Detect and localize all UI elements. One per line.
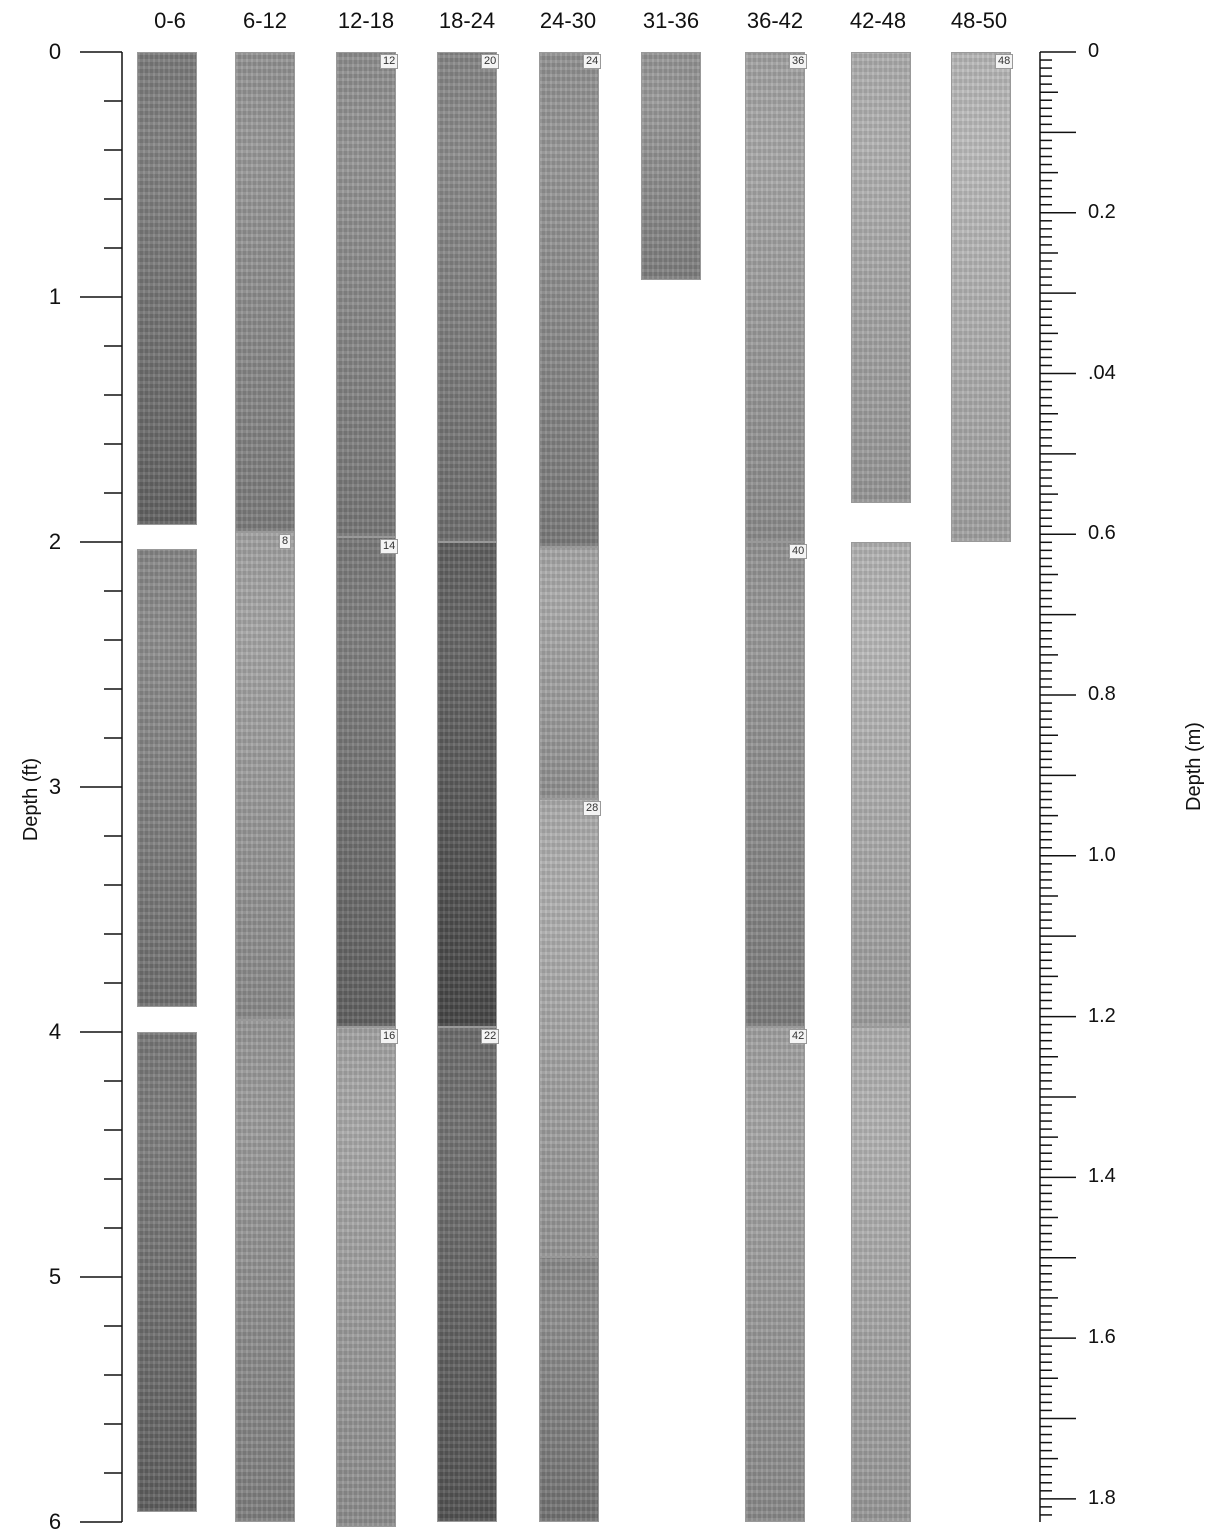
core-box-number: 40 xyxy=(789,544,808,559)
left-axis-tick-label: 6 xyxy=(48,1509,62,1534)
core-box-number: 8 xyxy=(279,534,292,550)
core-segment xyxy=(539,546,599,800)
column-label: 18-24 xyxy=(438,8,496,33)
column-label: 0-6 xyxy=(154,8,186,33)
core-segment xyxy=(437,1027,497,1522)
core-segment xyxy=(437,542,497,1028)
core-segment xyxy=(851,52,911,503)
left-axis-tick-label: 3 xyxy=(48,774,62,799)
core-box-number: 36 xyxy=(789,54,808,69)
column-label: 6-12 xyxy=(242,8,288,33)
core-box-number: 20 xyxy=(481,54,500,69)
right-axis-tick-label: 0.2 xyxy=(1088,200,1116,223)
core-segment xyxy=(235,1019,295,1522)
core-segment xyxy=(235,532,295,1020)
core-segment xyxy=(641,52,701,280)
core-segment xyxy=(137,52,197,525)
right-axis-tick-label: 1.6 xyxy=(1088,1326,1116,1349)
core-segment xyxy=(437,52,497,542)
core-box-number: 48 xyxy=(995,54,1014,69)
core-box-number: 14 xyxy=(380,539,399,555)
column-label: 42-48 xyxy=(849,8,907,33)
core-box-number: 28 xyxy=(583,801,602,817)
core-segment xyxy=(851,1027,911,1522)
left-axis-tick-label: 5 xyxy=(48,1264,62,1289)
core-segment xyxy=(539,1257,599,1522)
core-box-number: 22 xyxy=(481,1029,500,1045)
left-axis-tick-label: 1 xyxy=(48,284,62,309)
right-axis-tick-label: 1.0 xyxy=(1088,843,1116,866)
right-axis-title: Depth (m) xyxy=(1182,722,1205,811)
core-segment xyxy=(745,542,805,1028)
left-axis-tick-label: 4 xyxy=(48,1019,62,1044)
core-segment xyxy=(336,52,396,538)
core-segment xyxy=(235,52,295,533)
left-axis-tick-label: 0 xyxy=(48,39,62,64)
core-box-number: 24 xyxy=(583,54,602,69)
right-axis-tick-label: 1.4 xyxy=(1088,1165,1116,1188)
core-box-number: 42 xyxy=(789,1029,808,1045)
column-label: 48-50 xyxy=(950,8,1008,33)
left-axis-tick-label: 2 xyxy=(48,529,62,554)
core-segment xyxy=(137,1032,197,1513)
core-segment xyxy=(951,52,1011,542)
core-segment xyxy=(539,799,599,1258)
right-axis-tick-label: 1.2 xyxy=(1088,1004,1116,1027)
right-axis-tick-label: 1.8 xyxy=(1088,1486,1116,1509)
core-box-number: 12 xyxy=(380,54,399,69)
right-axis-tick-label: 0.6 xyxy=(1088,522,1116,545)
core-segment xyxy=(745,52,805,542)
right-axis-tick-label: .04 xyxy=(1088,361,1116,384)
core-box-number: 16 xyxy=(380,1029,399,1045)
core-segment xyxy=(539,52,599,547)
right-axis-tick-label: 0 xyxy=(1088,40,1100,62)
core-segment xyxy=(851,542,911,1028)
left-axis-title: Depth (ft) xyxy=(20,757,43,842)
core-segment xyxy=(745,1027,805,1522)
right-axis-tick-label: 0.8 xyxy=(1088,683,1116,706)
column-label: 31-36 xyxy=(642,8,700,33)
core-segment xyxy=(336,537,396,1028)
column-label: 36-42 xyxy=(746,8,804,33)
column-label: 12-18 xyxy=(337,8,395,33)
core-segment xyxy=(137,549,197,1008)
core-segment xyxy=(336,1027,396,1527)
column-label: 24-30 xyxy=(539,8,597,33)
